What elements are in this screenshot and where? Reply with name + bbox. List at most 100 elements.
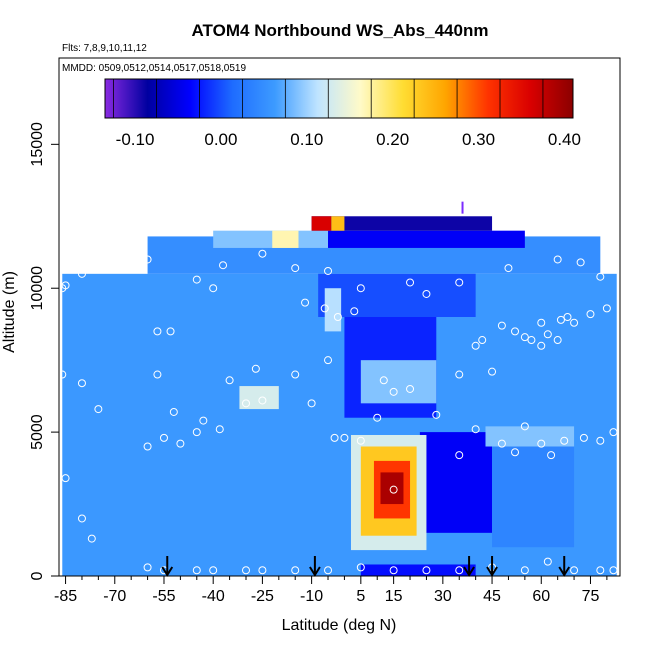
sample-point (324, 356, 333, 365)
sample-point (209, 566, 218, 575)
sample-point (537, 318, 546, 327)
sample-point (333, 313, 342, 321)
x-tick-label: 75 (582, 588, 600, 605)
sample-point (192, 275, 201, 284)
sample-point (389, 566, 398, 575)
heatmap-cell (239, 386, 279, 410)
sample-point (143, 563, 152, 572)
sample-point (520, 422, 529, 431)
sample-point (471, 425, 480, 434)
y-tick-label: 5000 (29, 414, 46, 450)
x-axis-ticks: -85 -70 -55 -40 -25 -10 5 15 30 45 60 75 (54, 576, 608, 605)
sample-point (520, 566, 529, 575)
sample-point (602, 304, 611, 313)
sample-point (159, 433, 168, 442)
sample-point (543, 557, 552, 566)
sample-point (153, 370, 162, 379)
sample-point (576, 258, 585, 267)
sample-point (169, 407, 178, 416)
x-tick-label: -55 (152, 588, 175, 605)
y-tick-label: 10000 (29, 266, 46, 311)
sample-point (219, 261, 228, 270)
sample-point (258, 566, 267, 575)
heatmap-cell (380, 472, 404, 505)
heatmap-cell (485, 426, 575, 447)
sample-point (537, 439, 546, 448)
sample-point (543, 330, 552, 339)
sample-point (389, 485, 398, 494)
heatmap-cell (492, 446, 575, 548)
sample-point (77, 379, 86, 388)
sample-point (356, 436, 365, 445)
sample-point (488, 367, 497, 376)
sample-point (324, 566, 333, 575)
sample-point (242, 566, 250, 575)
heatmap-cell (272, 230, 299, 248)
heatmap-cell (331, 216, 345, 231)
sample-point (153, 327, 162, 336)
axes: -85 -70 -55 -40 -25 -10 5 15 30 45 60 75 0 5000 10000… (29, 57, 621, 605)
colorbar-dividers (113, 79, 544, 118)
sample-point (77, 514, 86, 523)
sample-point (307, 399, 316, 408)
sample-point (596, 566, 605, 575)
sample-point (77, 269, 86, 278)
sample-point (143, 442, 152, 451)
sample-point (511, 448, 520, 457)
heatmap-cell (213, 230, 329, 248)
colorbar-tick-label: -0.10 (116, 130, 155, 149)
sample-point (497, 439, 506, 448)
heatmap-cell (360, 564, 476, 576)
sample-point (579, 433, 588, 442)
sample-point (570, 566, 579, 575)
sample-point (596, 272, 605, 281)
x-tick-label: 60 (532, 588, 550, 605)
x-tick-label: -40 (202, 588, 225, 605)
colorbar-tick-label: 0.30 (462, 130, 495, 149)
sample-point (455, 566, 464, 575)
sample-point (199, 416, 208, 425)
sample-point (87, 534, 96, 543)
sample-point (192, 566, 201, 575)
plot-frame (58, 57, 621, 577)
colorbar-tick-label: 0.20 (376, 130, 409, 149)
sample-point (504, 264, 513, 273)
heatmap-cell (318, 273, 476, 317)
sample-point (547, 451, 556, 460)
x-tick-label: 30 (434, 588, 452, 605)
sample-point (497, 321, 506, 330)
sample-point (61, 474, 70, 483)
colorbar-tick-label: 0.40 (548, 130, 581, 149)
heatmap-cell (311, 216, 332, 231)
subtitle-flights: Flts: 7,8,9,10,11,12 (62, 43, 147, 54)
colorbar-tick-label: 0.00 (204, 130, 237, 149)
x-axis-label: Latitude (deg N) (282, 617, 397, 634)
sample-point (570, 318, 579, 327)
sample-point (586, 310, 595, 319)
sample-point (422, 566, 431, 575)
y-tick-label: 0 (29, 571, 46, 580)
sample-point (563, 313, 572, 321)
sample-point (560, 436, 569, 445)
sample-point (291, 264, 300, 273)
y-axis-ticks: 0 5000 10000 15000 (29, 122, 59, 580)
heatmap-field (62, 216, 617, 576)
sample-point (609, 428, 618, 437)
colorbar-tick-label: 0.10 (290, 130, 323, 149)
sample-point (520, 333, 529, 342)
sample-point (301, 298, 310, 307)
heatmap-cell (328, 230, 525, 248)
sample-point (356, 563, 365, 572)
sample-point (432, 410, 441, 419)
sample-point (350, 307, 359, 316)
sample-point (340, 433, 349, 442)
y-tick-label: 15000 (29, 122, 46, 167)
sample-point (117, 241, 126, 250)
sample-point (324, 266, 333, 275)
sample-point (389, 387, 398, 396)
x-tick-label: -10 (300, 588, 323, 605)
sample-point (291, 566, 300, 575)
sample-point (320, 304, 329, 313)
sample-point (215, 425, 224, 434)
sample-point (104, 255, 113, 264)
